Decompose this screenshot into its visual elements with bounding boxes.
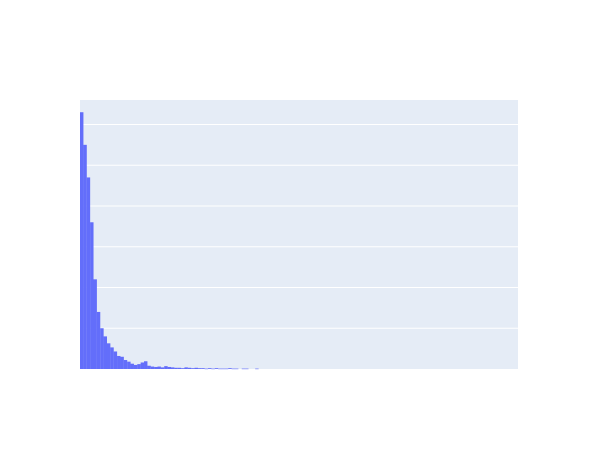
y-gridlines [80,123,518,329]
histogram-bar [181,368,185,369]
histogram-bar [204,368,209,370]
histogram-bar [245,368,249,370]
histogram-bar [208,368,212,369]
histogram-bar [83,144,87,369]
histogram-bar [201,368,205,369]
histogram-bar [157,366,161,369]
plot-area [80,100,518,369]
histogram-bar [170,367,175,369]
histogram-bar [177,367,182,369]
histogram-bar [194,367,198,369]
histogram-bar [154,366,158,369]
histogram-bar [241,368,246,370]
histogram-bar [164,366,168,369]
histogram-bars [80,112,259,370]
histogram-bar [100,328,104,369]
histogram-bar [174,367,178,369]
histogram-bar [167,366,172,369]
histogram-bar [140,362,145,369]
histogram-bar [127,361,131,369]
histogram-bar [123,360,128,369]
histogram-bar [191,368,195,369]
histogram-bar [110,347,114,369]
histogram-bar [120,356,124,369]
histogram-bar [117,355,121,369]
histogram-bar [187,367,192,369]
histogram-bar [137,364,141,369]
histogram-bar [255,368,259,370]
histogram-bar [214,368,219,369]
histogram-bar [218,368,222,370]
histogram-bar [147,365,151,369]
histogram-bar [221,368,225,370]
histogram-bar [144,361,148,369]
histogram-bar [106,343,111,369]
histogram-bar [211,368,215,370]
histogram-bar [103,336,107,369]
histogram-bar [160,367,165,369]
histogram-bar [231,368,236,370]
histogram-bar [86,177,91,369]
histogram-bar [96,311,101,369]
histogram-bar [80,112,84,369]
histogram-bar [224,368,229,370]
histogram-bar [133,364,138,369]
histogram-bar [234,368,239,370]
histogram-bar [90,222,94,369]
histogram-bar [150,366,155,369]
histogram-bar [113,351,118,369]
histogram-bar [130,363,134,369]
histogram-bar [93,279,97,369]
histogram-bar [197,368,202,369]
histogram-bar [184,367,188,369]
histogram-bar [228,368,232,369]
